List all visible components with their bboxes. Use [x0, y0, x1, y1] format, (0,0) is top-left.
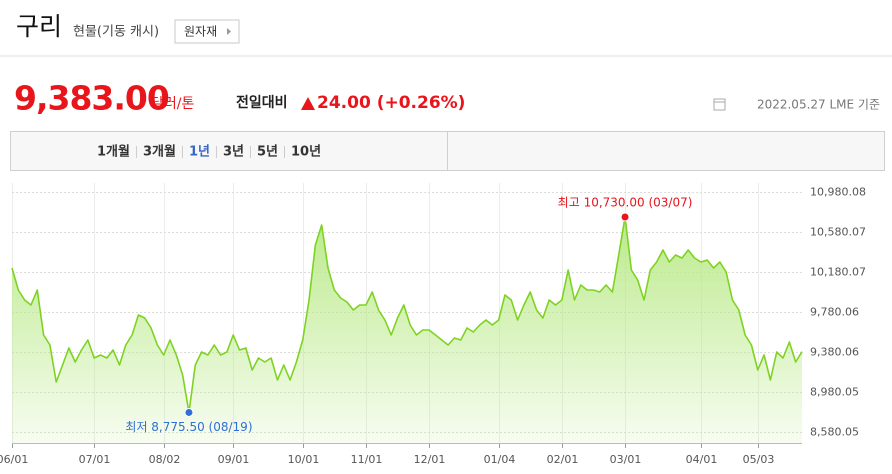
- x-tick-label: 07/01: [79, 453, 111, 466]
- tab[interactable]: 1년: [189, 145, 210, 160]
- subtitle: 현물(기동 캐시): [73, 25, 159, 40]
- y-tick-label: 9,380.06: [810, 346, 859, 359]
- x-tick-label: 05/03: [743, 453, 775, 466]
- x-tick-label: 08/02: [149, 453, 181, 466]
- tab[interactable]: 10년: [291, 145, 321, 160]
- change-label: 전일대비: [236, 94, 288, 111]
- tab[interactable]: 1개월: [97, 144, 130, 160]
- x-tick-label: 01/04: [484, 453, 516, 466]
- x-tick-label: 10/01: [288, 453, 320, 466]
- y-tick-label: 10,580.07: [810, 226, 866, 239]
- annotation: 최고 10,730.00 (03/07): [558, 196, 693, 210]
- annotation: 최저 8,775.50 (08/19): [125, 420, 252, 434]
- area: [12, 217, 802, 443]
- tabs: 1개월 3개월 1년 3년 5년 10년: [97, 144, 321, 160]
- x-tick-label: 11/01: [351, 453, 383, 466]
- tab[interactable]: 5년: [257, 145, 278, 160]
- price-unit: 달러/톤: [151, 96, 194, 112]
- calendar-icon: [713, 98, 726, 111]
- x-tick-label: 12/01: [414, 453, 446, 466]
- date: 2022.05.27 LME 기준: [757, 98, 880, 112]
- category-button[interactable]: 원자재: [174, 19, 240, 44]
- up-icon: [301, 97, 315, 110]
- extreme-point: [184, 407, 194, 417]
- y-tick-label: 8,980.05: [810, 386, 859, 399]
- y-tick-label: 10,180.07: [810, 266, 866, 279]
- button-label[interactable]: 원자재: [184, 25, 217, 39]
- chart: 06/01 07/01 08/02 09/01 10/01 11/01 12/01 01/04…: [0, 183, 866, 466]
- x-tick-label: 04/01: [686, 453, 718, 466]
- button-arrow: [227, 28, 231, 35]
- y-tick-label: 9,780.06: [810, 306, 859, 319]
- change: 24.00 (+0.26%): [317, 93, 465, 113]
- extreme-point: [620, 212, 630, 222]
- line: [11, 216, 803, 414]
- tab[interactable]: 3개월: [143, 144, 176, 160]
- button-box[interactable]: [174, 19, 240, 44]
- tab[interactable]: 3년: [223, 145, 244, 160]
- x-tick-label: 06/01: [0, 453, 28, 466]
- title: 구리: [16, 12, 62, 41]
- price: 9,383.00: [14, 79, 169, 118]
- x-tick-label: 03/01: [610, 453, 642, 466]
- y-tick-label: 8,580.05: [810, 426, 859, 439]
- y-tick-label: 10,980.08: [810, 186, 866, 199]
- x-tick-label: 02/01: [547, 453, 579, 466]
- x-tick-label: 09/01: [218, 453, 250, 466]
